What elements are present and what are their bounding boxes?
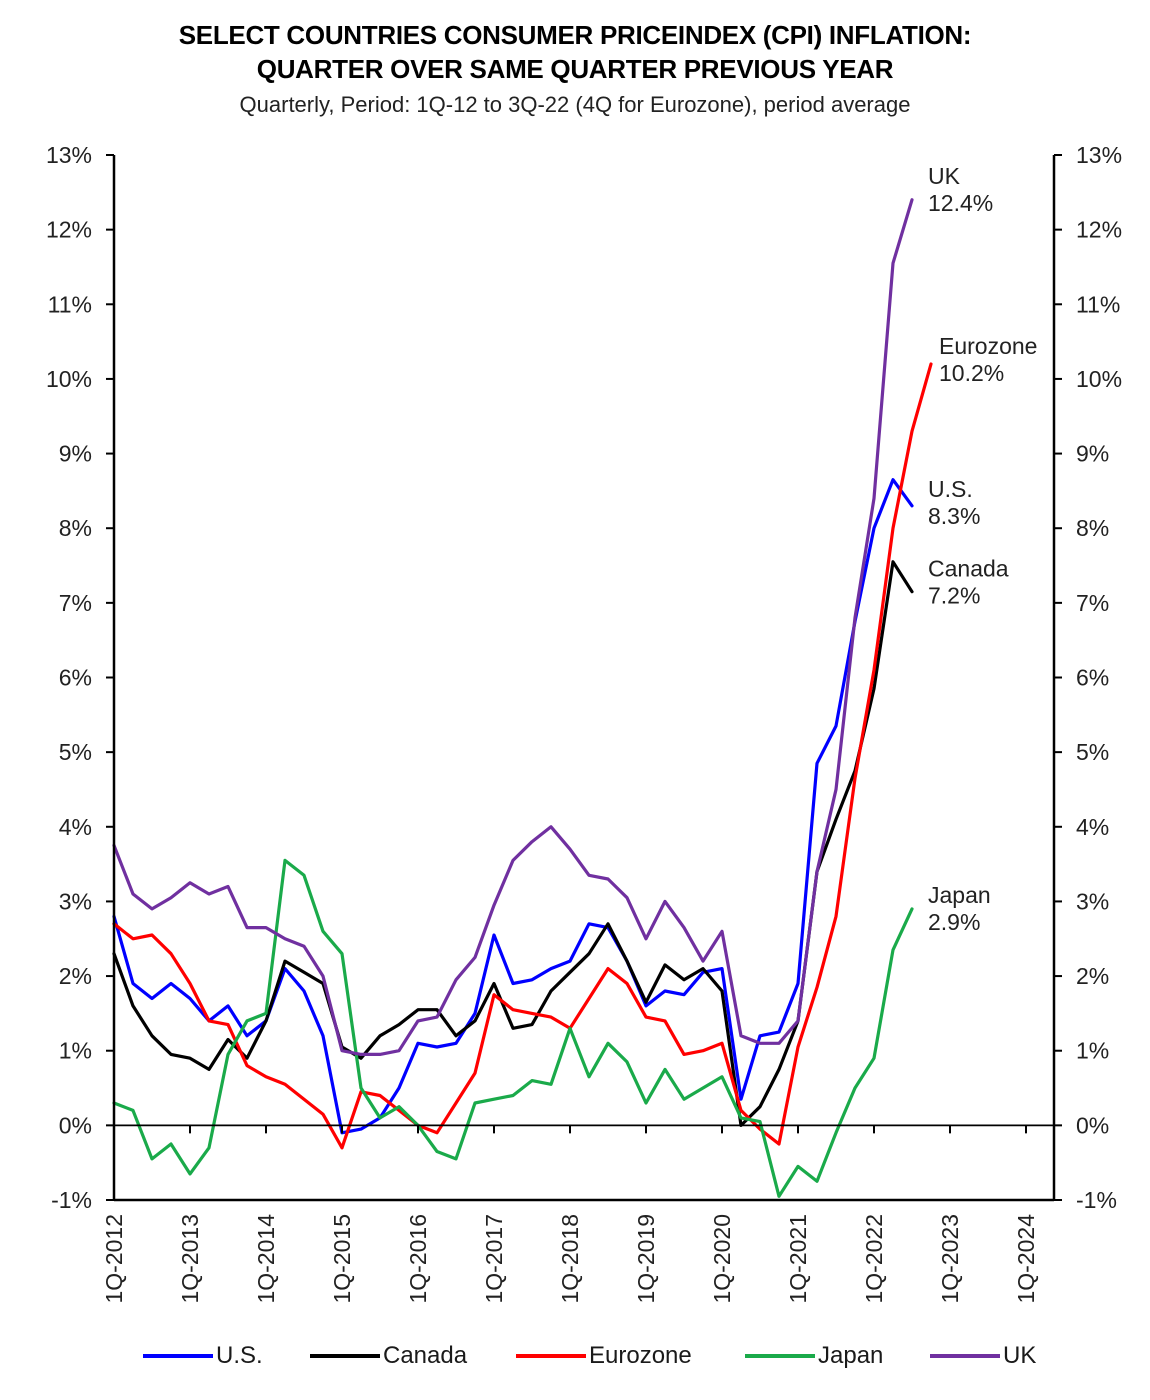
y-tick-label-left: 9% xyxy=(59,441,92,467)
end-label-value-canada: 7.2% xyxy=(928,583,980,609)
y-tick-label-right: 1% xyxy=(1076,1038,1109,1064)
series-line-us xyxy=(112,478,914,1135)
axes-layer: -1% -1% 0% 0% 1% 1% 2% 2% 3% 3% 4% 4% 5% 5% 6% 6% 7% 7% 8%… xyxy=(46,142,1122,1304)
legend: U.S. Canada Eurozone Japan UK xyxy=(0,1336,1150,1376)
legend-label-us: U.S. xyxy=(216,1342,263,1369)
x-tick-label: 1Q-2019 xyxy=(633,1214,659,1304)
series-line-eurozone xyxy=(112,362,933,1150)
x-tick-label: 1Q-2016 xyxy=(405,1214,431,1304)
y-tick-label-left: 4% xyxy=(59,814,92,840)
end-label-name-japan: Japan xyxy=(928,882,991,908)
chart-title-line-1: SELECT COUNTRIES CONSUMER PRICEINDEX (CP… xyxy=(178,20,972,50)
legend-label-uk: UK xyxy=(1003,1342,1037,1369)
legend-item-eurozone: Eurozone xyxy=(516,1336,692,1376)
y-tick-label-right: 2% xyxy=(1076,963,1109,989)
x-tick-label: 1Q-2022 xyxy=(861,1214,887,1304)
y-tick-label-left: 3% xyxy=(59,888,92,914)
x-tick-label: 1Q-2018 xyxy=(557,1214,583,1304)
x-tick-label: 1Q-2012 xyxy=(101,1214,127,1304)
legend-label-eurozone: Eurozone xyxy=(589,1342,692,1369)
chart-subtitle: Quarterly, Period: 1Q-12 to 3Q-22 (4Q fo… xyxy=(239,92,911,117)
line-chart: -1% -1% 0% 0% 1% 1% 2% 2% 3% 3% 4% 4% 5% 5% 6% 6% 7% 7% 8%… xyxy=(46,142,1122,1304)
chart-title-line-2: QUARTER OVER SAME QUARTER PREVIOUS YEAR xyxy=(256,54,894,84)
y-tick-label-right: 12% xyxy=(1076,217,1122,243)
y-tick-label-left: 6% xyxy=(59,665,92,691)
y-tick-label-right: 10% xyxy=(1076,366,1122,392)
legend-swatch-canada xyxy=(310,1354,380,1358)
y-tick-label-left: 8% xyxy=(59,515,92,541)
y-tick-label-left: 10% xyxy=(46,366,92,392)
legend-item-canada: Canada xyxy=(310,1336,467,1376)
end-label-value-japan: 2.9% xyxy=(928,909,980,935)
x-tick-label: 1Q-2024 xyxy=(1013,1214,1039,1304)
x-tick-label: 1Q-2015 xyxy=(329,1214,355,1304)
y-tick-label-right: 7% xyxy=(1076,590,1109,616)
legend-swatch-uk xyxy=(930,1354,1000,1358)
legend-item-us: U.S. xyxy=(143,1336,263,1376)
x-tick-label: 1Q-2021 xyxy=(785,1214,811,1304)
series-line-japan xyxy=(112,858,914,1198)
end-label-name-us: U.S. xyxy=(928,476,973,502)
x-tick-label: 1Q-2014 xyxy=(253,1214,279,1304)
legend-swatch-us xyxy=(143,1354,213,1358)
x-tick-label: 1Q-2020 xyxy=(709,1214,735,1304)
y-tick-label-left: -1% xyxy=(51,1187,92,1213)
end-label-name-canada: Canada xyxy=(928,556,1009,582)
y-tick-label-left: 1% xyxy=(59,1038,92,1064)
y-tick-label-left: 13% xyxy=(46,142,92,168)
y-tick-label-left: 7% xyxy=(59,590,92,616)
x-tick-label: 1Q-2023 xyxy=(937,1214,963,1304)
series-line-canada xyxy=(112,560,914,1128)
y-tick-label-right: 8% xyxy=(1076,515,1109,541)
y-tick-label-right: 3% xyxy=(1076,888,1109,914)
y-tick-label-right: 4% xyxy=(1076,814,1109,840)
legend-item-uk: UK xyxy=(930,1336,1036,1376)
legend-swatch-eurozone xyxy=(516,1354,586,1358)
x-tick-label: 1Q-2013 xyxy=(177,1214,203,1304)
y-tick-label-right: 6% xyxy=(1076,665,1109,691)
end-label-name-eurozone: Eurozone xyxy=(939,333,1037,359)
y-tick-label-right: 9% xyxy=(1076,441,1109,467)
y-tick-label-left: 2% xyxy=(59,963,92,989)
end-label-value-eurozone: 10.2% xyxy=(939,360,1004,386)
y-tick-label-right: 11% xyxy=(1076,291,1120,317)
legend-label-canada: Canada xyxy=(383,1342,468,1369)
series-layer xyxy=(112,198,933,1198)
x-tick-label: 1Q-2017 xyxy=(481,1214,507,1304)
y-tick-label-left: 0% xyxy=(59,1112,92,1138)
y-tick-label-left: 12% xyxy=(46,217,92,243)
y-tick-label-left: 5% xyxy=(59,739,92,765)
y-tick-label-right: -1% xyxy=(1076,1187,1117,1213)
y-tick-label-right: 5% xyxy=(1076,739,1109,765)
end-label-name-uk: UK xyxy=(928,163,961,189)
y-tick-label-right: 13% xyxy=(1076,142,1122,168)
y-tick-label-left: 11% xyxy=(48,291,92,317)
y-tick-label-right: 0% xyxy=(1076,1112,1109,1138)
legend-item-japan: Japan xyxy=(745,1336,883,1376)
legend-label-japan: Japan xyxy=(818,1342,884,1369)
end-label-value-us: 8.3% xyxy=(928,503,980,529)
legend-swatch-japan xyxy=(745,1354,815,1358)
series-line-uk xyxy=(112,198,914,1057)
end-label-value-uk: 12.4% xyxy=(928,190,993,216)
